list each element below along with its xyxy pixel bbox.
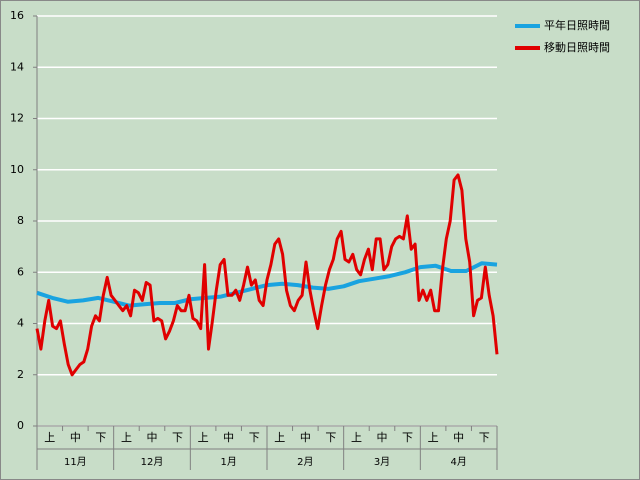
- y-tick-label: 0: [17, 419, 24, 432]
- x-sub-label: 中: [223, 431, 234, 444]
- x-group-label: 12月: [141, 456, 164, 468]
- y-tick-label: 4: [17, 317, 24, 330]
- x-sub-label: 中: [147, 431, 158, 444]
- x-group-label: 3月: [374, 456, 390, 468]
- y-tick-label: 14: [10, 60, 24, 73]
- x-sub-label: 中: [377, 431, 388, 444]
- legend-label: 平年日照時間: [544, 18, 610, 32]
- x-sub-label: 下: [249, 431, 260, 444]
- x-sub-label: 中: [300, 431, 311, 444]
- x-sub-label: 下: [325, 431, 336, 444]
- series-line: [35, 173, 499, 377]
- x-sub-label: 上: [274, 431, 285, 444]
- y-tick-label: 10: [10, 163, 24, 176]
- y-tick-label: 12: [10, 112, 24, 125]
- x-sub-label: 中: [453, 431, 464, 444]
- x-sub-label: 上: [44, 431, 55, 444]
- x-group-label: 11月: [64, 456, 87, 468]
- x-group-label: 1月: [220, 456, 236, 468]
- legend-label: 移動日照時間: [544, 40, 610, 54]
- y-tick-label: 6: [17, 265, 24, 278]
- x-sub-label: 下: [172, 431, 183, 444]
- y-tick-label: 2: [17, 368, 24, 381]
- x-group-label: 4月: [450, 456, 466, 468]
- x-sub-label: 下: [402, 431, 413, 444]
- x-group-label: 2月: [297, 456, 313, 468]
- x-sub-label: 下: [95, 431, 106, 444]
- x-sub-label: 上: [428, 431, 439, 444]
- x-sub-label: 上: [121, 431, 132, 444]
- y-tick-label: 8: [17, 214, 24, 227]
- x-sub-label: 上: [198, 431, 209, 444]
- x-sub-label: 上: [351, 431, 362, 444]
- x-sub-label: 下: [479, 431, 490, 444]
- x-sub-label: 中: [70, 431, 81, 444]
- y-tick-label: 16: [10, 9, 24, 22]
